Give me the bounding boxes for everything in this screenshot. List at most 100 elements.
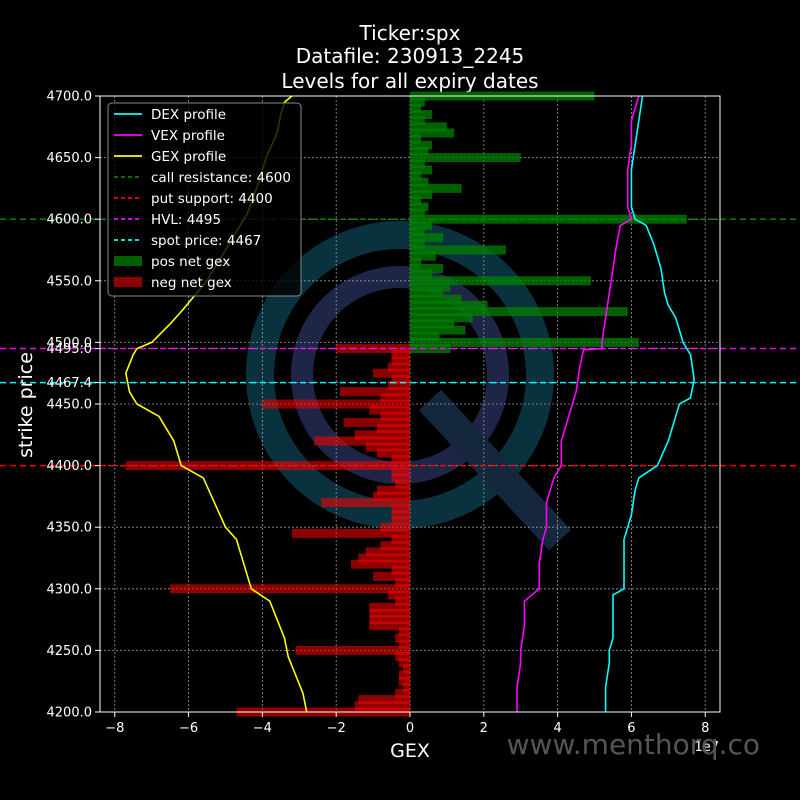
neg-gex-bar bbox=[343, 417, 410, 427]
pos-gex-bar bbox=[410, 214, 687, 224]
y-axis-ticks: 4200.0 4250.0 4300.0 4350.0 4400.0 4450.0 4467… bbox=[47, 90, 100, 721]
neg-gex-bar bbox=[391, 350, 410, 360]
x-tick-label: 8 bbox=[701, 721, 709, 736]
neg-gex-bar bbox=[380, 541, 410, 551]
legend-label: GEX profile bbox=[151, 149, 226, 165]
neg-gex-bar bbox=[395, 652, 410, 662]
pos-gex-bar bbox=[410, 325, 466, 335]
legend-label: put support: 4400 bbox=[151, 191, 273, 207]
profile-line bbox=[604, 95, 696, 712]
y-tick-label: 4700.0 bbox=[47, 90, 93, 105]
x-tick-label: −4 bbox=[253, 721, 272, 736]
x-tick-label: 4 bbox=[553, 721, 561, 736]
gex-bars bbox=[125, 91, 687, 717]
neg-gex-bar bbox=[354, 701, 410, 711]
pos-gex-bar bbox=[410, 282, 451, 292]
neg-gex-bar bbox=[369, 615, 410, 625]
neg-gex-bar bbox=[125, 461, 410, 471]
neg-gex-bar bbox=[398, 670, 410, 680]
pos-gex-bar bbox=[410, 140, 433, 150]
legend-label: spot price: 4467 bbox=[151, 233, 261, 249]
neg-gex-bar bbox=[376, 448, 410, 458]
pos-gex-bar bbox=[410, 183, 462, 193]
neg-gex-bar bbox=[387, 381, 410, 391]
pos-gex-bar bbox=[410, 190, 433, 200]
pos-gex-bar bbox=[410, 103, 422, 113]
pos-gex-bar bbox=[410, 300, 488, 310]
x-tick-label: −2 bbox=[327, 721, 346, 736]
x-axis-label: GEX bbox=[390, 740, 430, 762]
neg-gex-bar bbox=[376, 485, 410, 495]
legend-label: pos net gex bbox=[151, 254, 230, 270]
y-tick-label: 4467.4 bbox=[47, 376, 93, 391]
neg-gex-bar bbox=[387, 590, 410, 600]
neg-gex-bar bbox=[354, 430, 410, 440]
pos-gex-bar bbox=[410, 331, 440, 341]
neg-gex-bar bbox=[170, 584, 410, 594]
pos-gex-bar bbox=[410, 270, 433, 280]
legend-box bbox=[107, 102, 302, 297]
y-tick-label: 4200.0 bbox=[47, 706, 93, 721]
neg-gex-bar bbox=[369, 602, 410, 612]
neg-gex-bar bbox=[398, 658, 410, 668]
neg-gex-bar bbox=[391, 473, 410, 483]
chart-title-line-2: Datafile: 230913_2245 bbox=[296, 44, 525, 68]
y-tick-label: 4300.0 bbox=[47, 582, 93, 597]
neg-gex-bar bbox=[380, 411, 410, 421]
watermark-text: www.menthorq.co bbox=[507, 728, 760, 761]
pos-gex-bar bbox=[410, 233, 444, 243]
pos-gex-bar bbox=[410, 263, 444, 273]
pos-gex-bar bbox=[410, 337, 639, 347]
neg-gex-bar bbox=[391, 516, 410, 526]
x-axis-ticks: −8 −6 −4 −2 0 2 4 6 8 bbox=[105, 712, 709, 736]
x-tick-label: 2 bbox=[480, 721, 488, 736]
neg-gex-bar bbox=[373, 491, 410, 501]
pos-gex-bar bbox=[410, 319, 455, 329]
neg-gex-bar bbox=[398, 639, 410, 649]
neg-gex-bar bbox=[380, 393, 410, 403]
legend: DEX profile VEX profile GEX profile call re… bbox=[107, 102, 302, 297]
neg-gex-bar bbox=[321, 498, 410, 508]
pos-gex-bar bbox=[410, 245, 506, 255]
neg-gex-bar bbox=[380, 522, 410, 532]
y-tick-label: 4350.0 bbox=[47, 521, 93, 536]
legend-label: DEX profile bbox=[151, 107, 226, 123]
x-tick-label: −8 bbox=[105, 721, 124, 736]
pos-gex-bar bbox=[410, 109, 433, 119]
legend-label: HVL: 4495 bbox=[151, 212, 221, 228]
x-axis-exponent: 1e7 bbox=[694, 740, 719, 755]
neg-gex-bar bbox=[402, 664, 410, 674]
pos-gex-bar bbox=[410, 239, 425, 249]
neg-gex-bar bbox=[402, 682, 410, 692]
neg-gex-bar bbox=[291, 528, 410, 538]
legend-items: DEX profile VEX profile GEX profile call re… bbox=[114, 107, 291, 291]
pos-gex-bar bbox=[410, 208, 425, 218]
pos-gex-bar bbox=[410, 165, 433, 175]
neg-gex-bar bbox=[391, 467, 410, 477]
neg-gex-bar bbox=[365, 442, 410, 452]
neg-gex-bar bbox=[395, 633, 410, 643]
pos-gex-bar bbox=[410, 227, 425, 237]
legend-swatch bbox=[114, 256, 142, 266]
pos-gex-bar bbox=[410, 171, 422, 181]
y-tick-label: 4650.0 bbox=[47, 151, 93, 166]
neg-gex-bar bbox=[262, 399, 410, 409]
neg-gex-bar bbox=[395, 596, 410, 606]
y-tick-label: 4250.0 bbox=[47, 644, 93, 659]
neg-gex-bar bbox=[350, 559, 410, 569]
pos-gex-bar bbox=[410, 159, 425, 169]
neg-gex-bar bbox=[398, 627, 410, 637]
neg-gex-bar bbox=[369, 621, 410, 631]
neg-gex-bar bbox=[391, 504, 410, 514]
chart-title-line-3: Levels for all expiry dates bbox=[281, 69, 538, 93]
neg-gex-bar bbox=[391, 565, 410, 575]
pos-gex-bar bbox=[410, 251, 436, 261]
pos-gex-bar bbox=[410, 220, 433, 230]
neg-gex-bar bbox=[391, 356, 410, 366]
pos-gex-bar bbox=[410, 134, 422, 144]
profile-line bbox=[516, 95, 640, 712]
pos-gex-bar bbox=[410, 307, 628, 317]
y-tick-label: 4550.0 bbox=[47, 274, 93, 289]
pos-gex-bar bbox=[410, 177, 429, 187]
